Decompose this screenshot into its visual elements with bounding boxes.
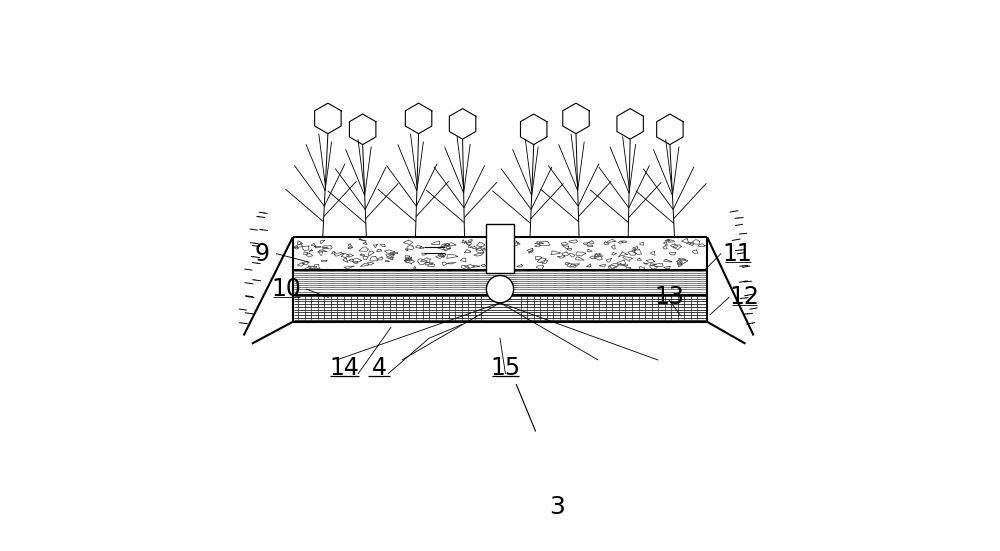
Text: 4: 4 [371,356,386,380]
Bar [486,224,514,273]
Text: 12: 12 [729,285,759,309]
Circle shape [486,276,514,302]
Text: 11: 11 [722,242,752,266]
Text: 9: 9 [254,242,269,266]
Text: 15: 15 [490,356,521,380]
Text: 13: 13 [654,285,684,309]
Text: 10: 10 [271,277,301,301]
Text: 3: 3 [549,495,565,519]
Text: 14: 14 [330,356,359,380]
